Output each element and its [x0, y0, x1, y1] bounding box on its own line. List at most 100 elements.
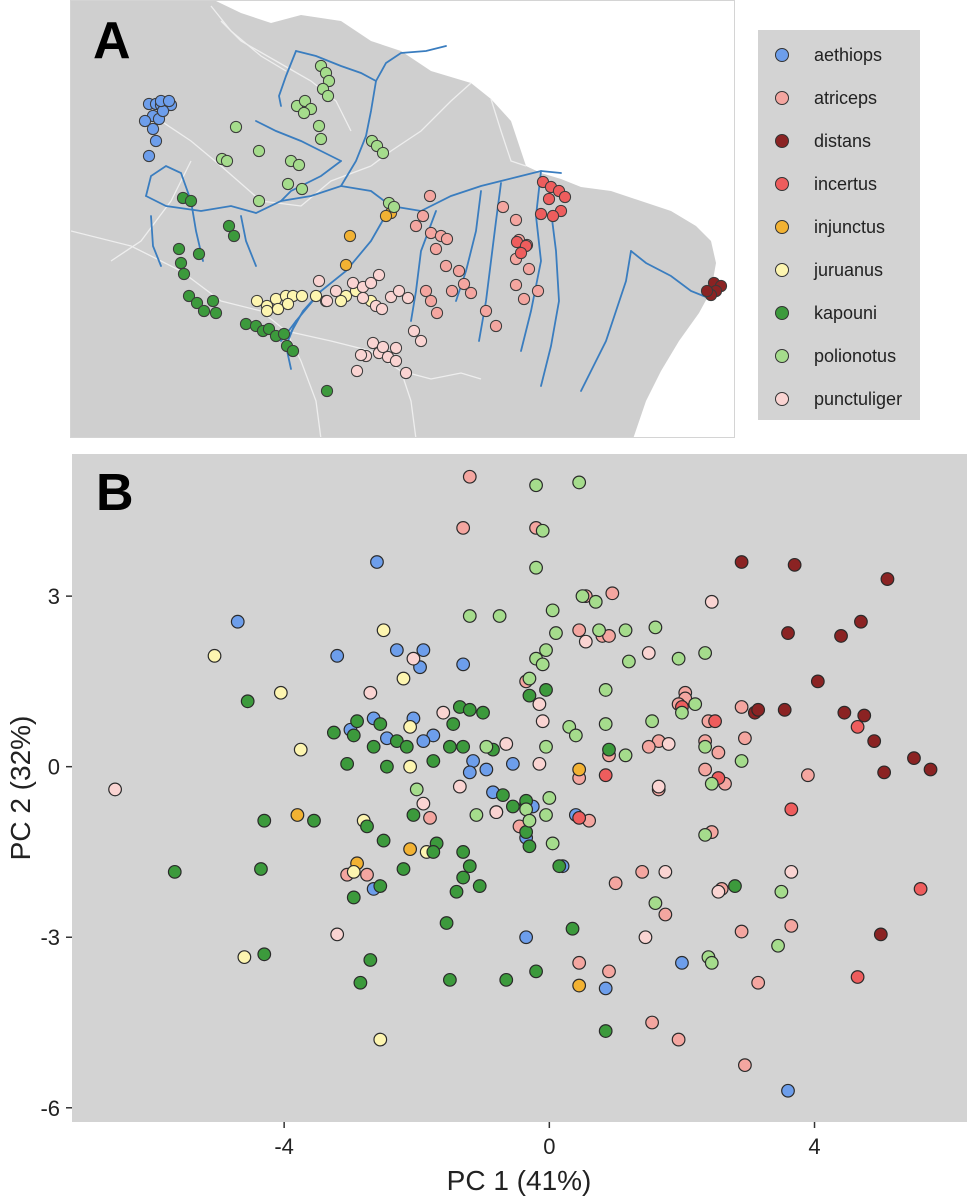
map-point-juruanus — [271, 302, 285, 316]
point-kapouni — [346, 728, 361, 743]
map-point-atriceps — [517, 292, 531, 306]
point-kapouni — [363, 953, 378, 967]
point-kapouni — [598, 1024, 613, 1038]
point-aethiops — [462, 765, 477, 780]
point-punctuliger — [532, 756, 547, 771]
point-kapouni — [257, 813, 272, 828]
point-punctuliger — [711, 884, 726, 899]
map-point-kapouni — [177, 267, 191, 281]
y-tick-label: -3 — [40, 925, 60, 950]
legend-item-injunctus: injunctus — [758, 212, 920, 242]
point-punctuliger — [532, 697, 547, 712]
legend-swatch — [775, 349, 789, 363]
point-atriceps — [456, 521, 471, 535]
point-punctuliger — [784, 864, 799, 879]
map-point-kapouni — [174, 256, 188, 270]
map-points — [138, 59, 728, 398]
pca-scatter-chart: B 3 0 -3 -6 -4 0 4 PC 1 (41%) PC 2 (32%) — [5, 454, 967, 1196]
point-polionotus — [645, 714, 659, 729]
point-atriceps — [711, 745, 726, 760]
point-polionotus — [539, 643, 553, 658]
point-polionotus — [529, 478, 543, 493]
map-point-polionotus — [220, 154, 234, 168]
point-polionotus — [575, 589, 590, 604]
point-polionotus — [598, 683, 613, 697]
point-aethiops — [330, 648, 345, 663]
point-atriceps — [738, 1058, 752, 1073]
point-juruanus — [207, 648, 222, 663]
legend-item-punctuliger: punctuliger — [758, 384, 920, 414]
point-polionotus — [592, 623, 606, 638]
point-polionotus — [519, 802, 534, 817]
point-aethiops — [598, 981, 613, 996]
legend-swatch — [775, 306, 789, 320]
y-tick-label: 3 — [48, 584, 60, 609]
map-point-punctuliger — [350, 364, 364, 378]
point-polionotus — [621, 654, 636, 669]
point-polionotus — [588, 594, 603, 609]
point-kapouni — [373, 717, 388, 731]
point-kapouni — [426, 754, 441, 768]
map-point-atriceps — [424, 226, 438, 240]
map-point-atriceps — [509, 213, 523, 227]
point-polionotus — [549, 626, 563, 640]
legend: aethiops atriceps distans incertus injun… — [758, 30, 920, 420]
point-kapouni — [380, 759, 394, 774]
panel-a-letter: A — [93, 12, 131, 70]
point-kapouni — [456, 739, 471, 754]
point-juruanus — [376, 623, 391, 638]
map-point-polionotus — [312, 119, 326, 133]
rivers — [145, 45, 712, 392]
point-polionotus — [648, 896, 663, 911]
map-point-injunctus — [339, 258, 353, 272]
point-polionotus — [568, 728, 583, 743]
point-atriceps — [784, 918, 799, 933]
point-aethiops — [416, 734, 431, 748]
map-point-atriceps — [424, 294, 438, 308]
map-point-injunctus — [343, 229, 357, 243]
point-atriceps — [658, 907, 673, 922]
map-point-atriceps — [430, 306, 444, 320]
y-axis: 3 0 -3 -6 — [40, 584, 72, 1121]
point-polionotus — [542, 791, 557, 805]
map-point-juruanus — [295, 289, 309, 303]
point-punctuliger — [363, 685, 378, 700]
map-point-kapouni — [206, 294, 220, 308]
point-atriceps — [800, 768, 815, 783]
point-injunctus — [403, 842, 418, 857]
legend-label: incertus — [814, 174, 878, 194]
point-injunctus — [572, 978, 587, 993]
map-point-atriceps — [445, 284, 459, 298]
point-polionotus — [704, 776, 719, 791]
map-point-punctuliger — [407, 324, 421, 338]
point-kapouni — [602, 742, 616, 757]
point-kapouni — [728, 879, 742, 893]
map-point-polionotus — [252, 194, 266, 208]
map-point-kapouni — [286, 344, 300, 358]
point-aethiops — [389, 643, 404, 658]
point-atriceps — [608, 876, 623, 891]
plot-background — [72, 454, 967, 1122]
point-polionotus — [539, 808, 553, 822]
map-panel: A — [70, 0, 735, 438]
point-aethiops — [675, 955, 689, 970]
point-kapouni — [565, 921, 580, 936]
point-distans — [777, 702, 792, 717]
y-tick-label: -6 — [40, 1096, 60, 1121]
map-point-injunctus — [379, 209, 393, 223]
point-kapouni — [240, 694, 255, 709]
legend-label: kapouni — [814, 303, 878, 323]
legend-label: juruanus — [814, 260, 884, 280]
map-point-kapouni — [182, 289, 196, 303]
map-point-punctuliger — [389, 341, 403, 355]
point-polionotus — [545, 603, 560, 618]
map-point-kapouni — [172, 242, 186, 256]
point-kapouni — [353, 975, 368, 990]
x-tick-label: -4 — [274, 1134, 294, 1159]
map-point-atriceps — [531, 284, 545, 298]
point-injunctus — [572, 762, 587, 777]
point-incertus — [784, 802, 799, 817]
point-atriceps — [462, 469, 477, 484]
map-point-punctuliger — [329, 284, 343, 298]
map-point-kapouni — [209, 306, 223, 320]
